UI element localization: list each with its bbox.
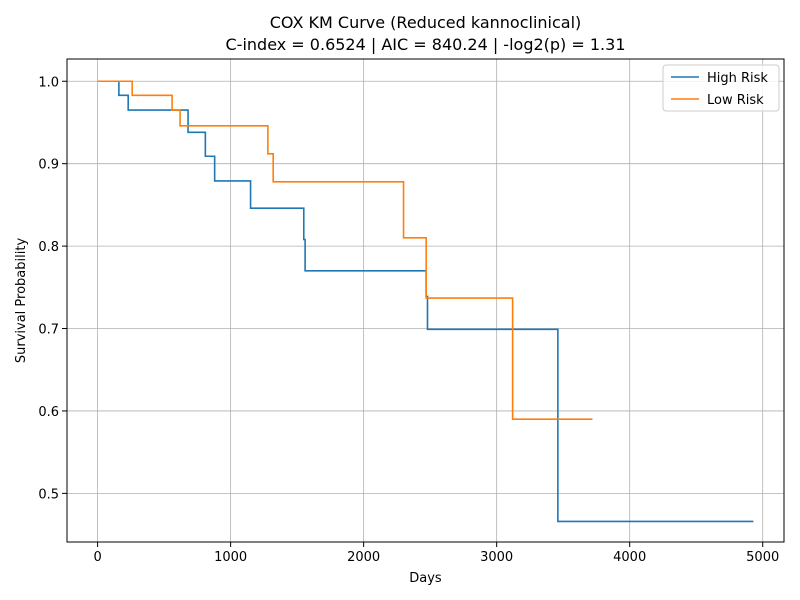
grid-lines — [67, 59, 784, 542]
legend-label-high-risk: High Risk — [707, 71, 768, 86]
y-tick-label: 0.9 — [38, 158, 59, 173]
y-tick-label: 0.7 — [38, 323, 59, 338]
series-layer — [97, 80, 754, 523]
x-tick-label: 3000 — [480, 550, 513, 565]
x-tick-label: 4000 — [613, 550, 646, 565]
x-tick-label: 1000 — [214, 550, 247, 565]
y-tick-label: 0.8 — [38, 240, 59, 255]
x-tick-label: 5000 — [746, 550, 779, 565]
chart-subtitle: C-index = 0.6524 | AIC = 840.24 | -log2(… — [226, 35, 626, 54]
chart-title: COX KM Curve (Reduced kannoclinical) — [270, 13, 582, 32]
y-tick-label: 0.5 — [38, 487, 59, 502]
series-line-high-risk — [97, 80, 754, 523]
x-tick-label: 0 — [93, 550, 101, 565]
legend: High Risk Low Risk — [662, 64, 780, 112]
x-axis-label: Days — [409, 571, 442, 586]
axis-ticks: 0 1000 2000 3000 4000 5000 0.5 0.6 0.7 0.8 0.9 1.0 — [38, 75, 779, 565]
y-tick-label: 1.0 — [38, 75, 59, 90]
legend-label-low-risk: Low Risk — [707, 93, 764, 108]
y-axis-label: Survival Probability — [14, 238, 29, 364]
y-tick-label: 0.6 — [38, 405, 59, 420]
x-tick-label: 2000 — [347, 550, 380, 565]
plot-frame — [66, 58, 785, 543]
series-line-low-risk — [97, 80, 593, 420]
